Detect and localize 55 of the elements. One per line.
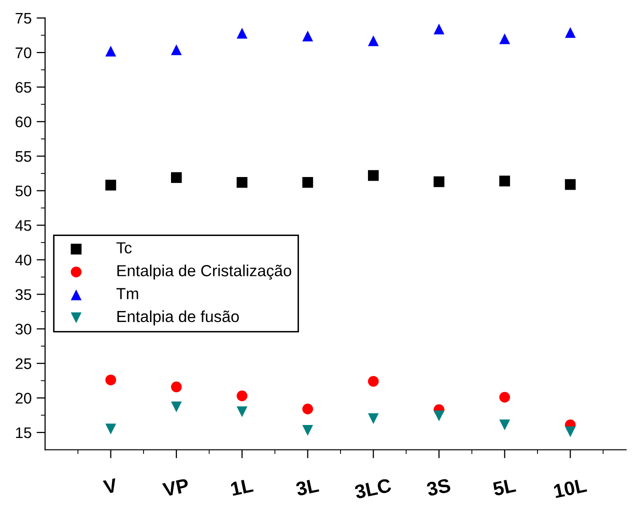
- legend-label: Tc: [116, 242, 132, 254]
- x-tick-label: 3LC: [354, 478, 392, 500]
- point: [564, 179, 576, 190]
- point: [564, 27, 576, 38]
- point: [236, 406, 248, 418]
- y-tick-label: 60: [16, 116, 32, 128]
- y-tick-label: 65: [16, 82, 32, 93]
- legend-label: Entalpia de Cristalização: [117, 264, 292, 280]
- y-tick-label: 20: [16, 392, 32, 404]
- point: [171, 382, 182, 392]
- point: [499, 33, 510, 44]
- x-tick-label: 3L: [295, 478, 320, 496]
- x-tick-label: 10L: [553, 478, 588, 498]
- point: [368, 170, 379, 181]
- y-tick-label: 25: [16, 358, 32, 370]
- point: [499, 176, 510, 186]
- point: [302, 404, 314, 414]
- point: [171, 172, 182, 183]
- point: [302, 177, 314, 188]
- y-tick-label: 35: [15, 289, 32, 300]
- point: [302, 425, 314, 436]
- point: [105, 46, 116, 57]
- x-tick-label: VP: [162, 478, 190, 497]
- point: [368, 413, 379, 424]
- y-tick-label: 55: [16, 151, 32, 162]
- point: [434, 176, 444, 188]
- point: [236, 177, 248, 188]
- y-tick-label: 40: [15, 254, 32, 266]
- point: [499, 420, 510, 430]
- point: [171, 402, 182, 412]
- y-tick-label: 45: [15, 220, 32, 231]
- x-tick-label: 3S: [426, 478, 451, 496]
- point: [236, 390, 248, 402]
- point: [368, 35, 379, 46]
- point: [171, 44, 182, 56]
- point: [236, 28, 248, 39]
- y-tick-label: 30: [15, 324, 32, 335]
- x-tick-label: V: [102, 478, 118, 494]
- y-tick-label: 70: [16, 47, 32, 58]
- point: [499, 392, 510, 403]
- point: [105, 374, 116, 386]
- point: [302, 30, 314, 42]
- y-tick-label: 75: [16, 13, 32, 24]
- x-tick-label: 5L: [492, 478, 516, 496]
- y-tick-label: 50: [16, 186, 32, 196]
- point: [368, 376, 379, 387]
- point: [564, 426, 576, 438]
- legend-label: Tm: [116, 288, 138, 300]
- point: [105, 424, 116, 434]
- x-tick-label: 1L: [230, 478, 254, 496]
- y-tick-label: 15: [16, 428, 32, 438]
- point: [434, 410, 444, 422]
- legend-label: Entalpia de fusão: [117, 310, 239, 326]
- point: [434, 24, 444, 34]
- point: [105, 180, 116, 191]
